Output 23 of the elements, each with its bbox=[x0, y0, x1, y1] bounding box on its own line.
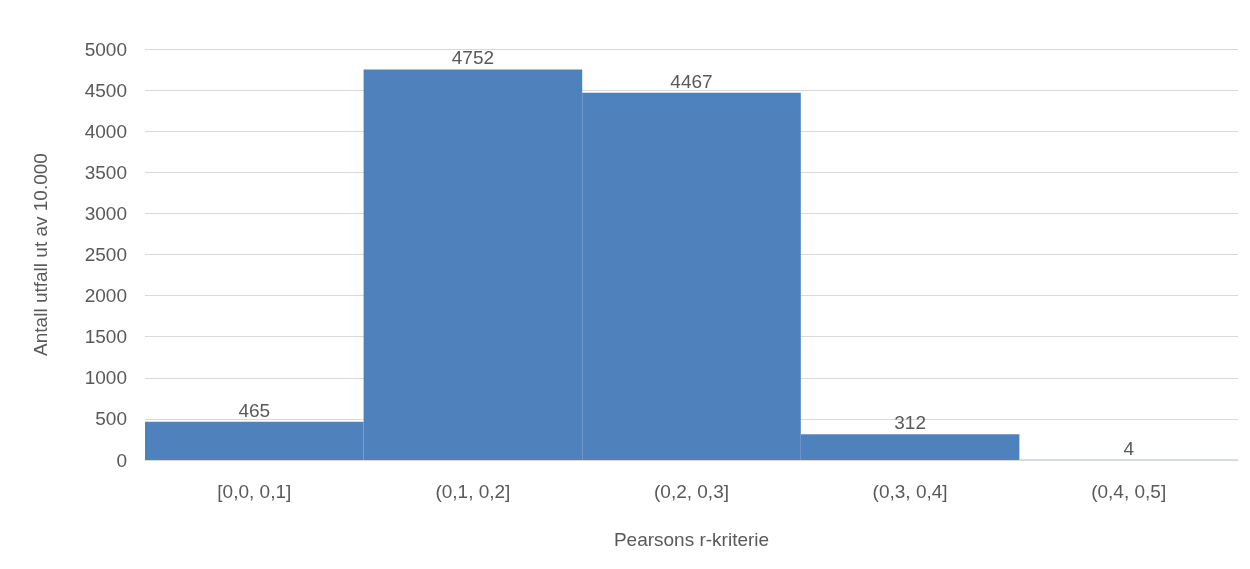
x-tick-label: (0,2, 0,3] bbox=[654, 481, 729, 502]
y-tick-label: 1500 bbox=[84, 326, 127, 348]
x-tick-label: (0,4, 0,5] bbox=[1091, 481, 1167, 502]
data-label: 4467 bbox=[670, 70, 713, 92]
y-tick-label: 3000 bbox=[84, 202, 127, 224]
y-tick-label: 2500 bbox=[84, 244, 127, 265]
data-label: 312 bbox=[894, 412, 926, 434]
data-label: 4 bbox=[1123, 437, 1135, 459]
y-axis-title: Antall utfall ut av 10.000 bbox=[30, 153, 51, 356]
x-tick-label: [0,0, 0,1] bbox=[217, 481, 292, 502]
y-tick-label: 4000 bbox=[84, 120, 127, 142]
y-tick-label: 3500 bbox=[84, 161, 127, 183]
y-tick-label: 5000 bbox=[84, 38, 127, 60]
x-axis-title: Pearsons r-kriterie bbox=[613, 529, 770, 550]
data-label: 465 bbox=[238, 399, 271, 421]
y-tick-label: 2000 bbox=[84, 285, 127, 307]
y-tick-label: 0 bbox=[116, 449, 127, 471]
y-tick-label: 1000 bbox=[84, 367, 127, 389]
data-label: 4752 bbox=[451, 47, 495, 69]
x-tick-label: (0,1, 0,2] bbox=[435, 481, 511, 502]
y-tick-label: 4500 bbox=[84, 79, 127, 101]
x-tick-label: (0,3, 0,4] bbox=[872, 481, 948, 502]
y-tick-label: 500 bbox=[95, 408, 127, 430]
